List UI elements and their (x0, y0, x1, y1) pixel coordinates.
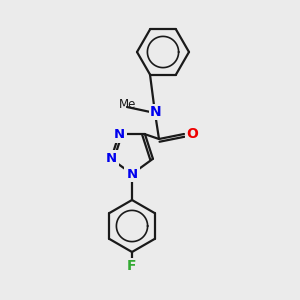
Text: N: N (126, 167, 138, 181)
Text: N: N (106, 152, 117, 165)
Text: Me: Me (119, 98, 136, 112)
Text: N: N (150, 105, 162, 119)
Text: N: N (113, 128, 124, 141)
Text: O: O (186, 127, 198, 141)
Text: F: F (127, 259, 137, 273)
